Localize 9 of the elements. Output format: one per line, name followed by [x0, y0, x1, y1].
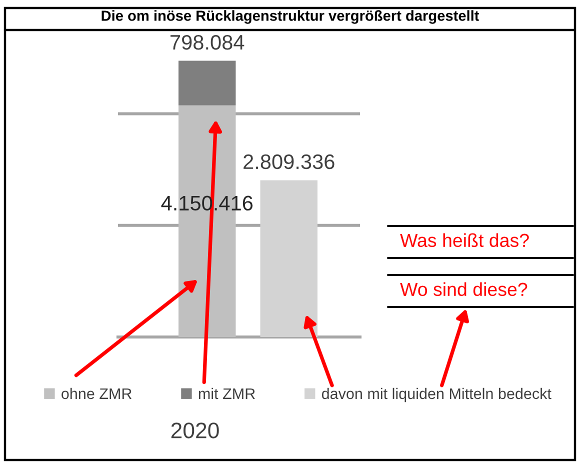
legend-label: mit ZMR — [198, 388, 255, 400]
text: Was heißt das? — [400, 233, 529, 248]
legend-label: davon mit liquiden Mitteln bedeckt — [322, 388, 552, 402]
legend-label: ohne ZMR — [62, 388, 132, 400]
data-label: 798.084 — [170, 34, 244, 50]
data-label: 2.809.336 — [244, 154, 334, 170]
x-axis-title: 2020 — [171, 422, 219, 438]
chart-title: Die om inöse Rücklagenstruktur vergrößert dargestellt — [102, 10, 480, 24]
text: Wo sind diese? — [400, 282, 528, 296]
